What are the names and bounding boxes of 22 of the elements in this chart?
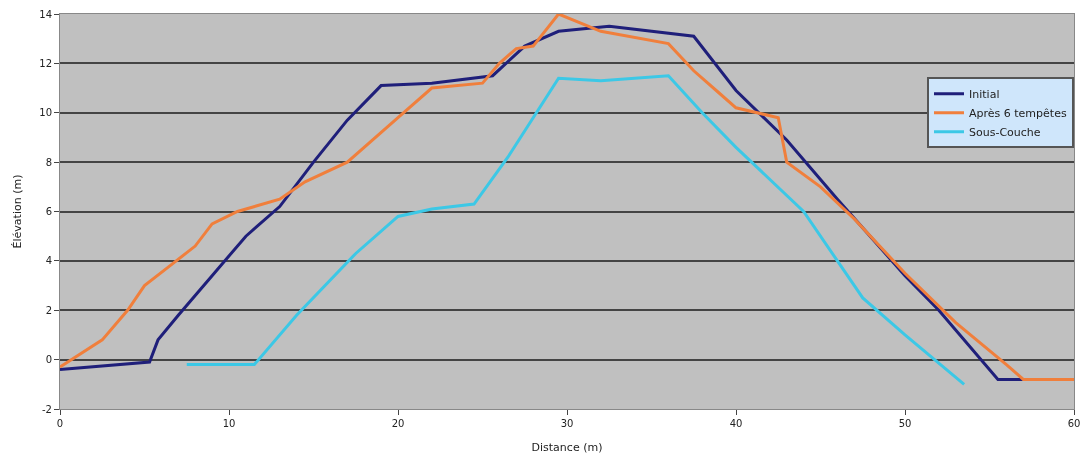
y-tick-label: -2 xyxy=(42,403,52,415)
x-tick-label: 40 xyxy=(729,418,743,429)
y-tick-label: 4 xyxy=(45,255,52,267)
x-tick-label: 10 xyxy=(222,418,236,429)
y-tick-label: 2 xyxy=(45,304,52,316)
x-tick-label: 30 xyxy=(560,418,574,429)
y-tick-label: 10 xyxy=(39,107,52,119)
y-tick-label: 14 xyxy=(39,8,52,20)
y-axis-title: Élévation (m) xyxy=(10,174,24,249)
y-tick-label: 6 xyxy=(45,206,52,217)
y-tick-label: 12 xyxy=(39,57,52,69)
x-tick-label: 20 xyxy=(391,418,405,429)
legend-label: Sous-Couche xyxy=(969,126,1041,140)
legend-label: Initial xyxy=(969,88,1000,102)
line-series xyxy=(185,74,966,386)
x-tick-label: 50 xyxy=(898,418,912,429)
legend-label: Après 6 tempêtes xyxy=(969,107,1067,121)
y-tick-label: 0 xyxy=(45,354,52,366)
x-axis-title: Distance (m) xyxy=(531,441,603,455)
y-tick-label: 8 xyxy=(45,156,52,168)
x-tick-label: 0 xyxy=(56,418,64,429)
x-tick-label: 60 xyxy=(1067,418,1081,429)
